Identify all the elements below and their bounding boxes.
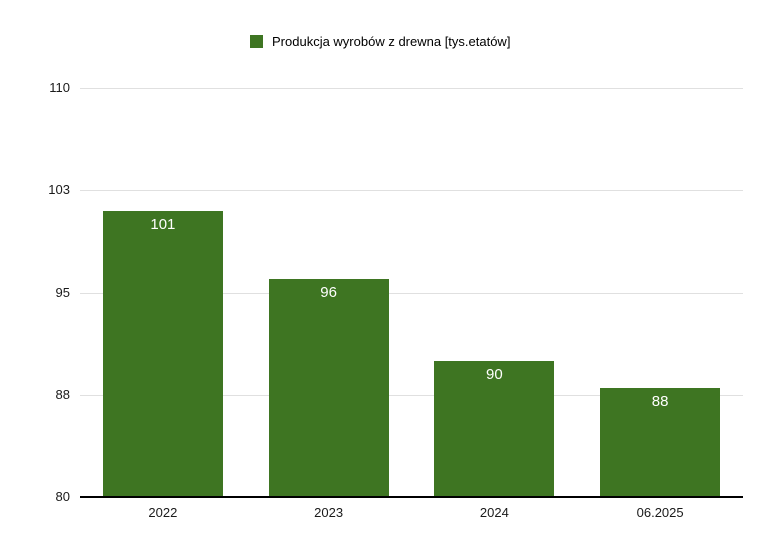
bar-value-label: 88 (651, 392, 669, 410)
bar-value-label: 96 (320, 283, 337, 301)
x-category-label: 2023 (314, 505, 344, 520)
y-tick-label: 95 (55, 284, 70, 300)
legend: Produkcja wyrobów z drewna [tys.etatów] (250, 34, 510, 49)
y-tick-label: 110 (49, 80, 70, 95)
bar-2022[interactable]: 101 (102, 210, 223, 497)
bar-value-label: 90 (486, 365, 503, 383)
bar-2023[interactable]: 96 (268, 278, 389, 497)
x-category-label: 2024 (479, 505, 509, 520)
gridline (80, 394, 743, 396)
bar-2024[interactable]: 90 (434, 360, 555, 497)
gridline (80, 88, 743, 89)
y-tick-label: 103 (48, 182, 70, 198)
y-tick-label: 80 (55, 489, 70, 504)
legend-swatch-icon (250, 35, 263, 48)
gridline (80, 292, 743, 294)
x-category-label: 2022 (148, 505, 178, 520)
bar-value-label: 101 (150, 215, 176, 233)
x-axis-line (80, 496, 743, 498)
x-category-label: 06.2025 (636, 505, 684, 520)
bar-06.2025[interactable]: 88 (600, 387, 721, 497)
legend-label: Produkcja wyrobów z drewna [tys.etatów] (272, 34, 511, 49)
gridline (80, 190, 743, 192)
y-tick-label: 88 (55, 386, 70, 402)
